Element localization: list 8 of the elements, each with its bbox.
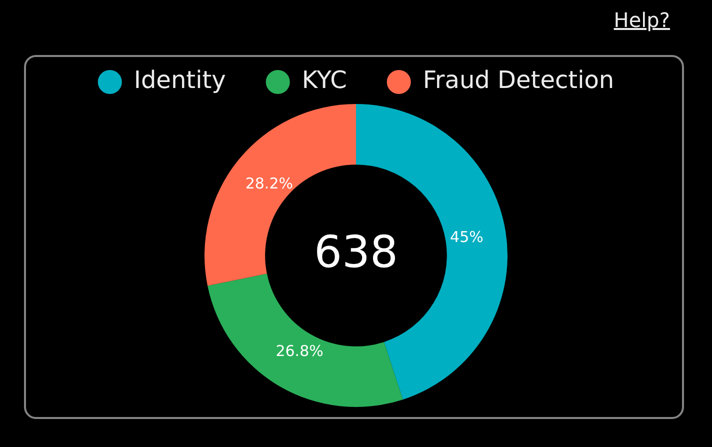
legend-label: Identity: [134, 66, 226, 94]
data-label: 45%: [450, 228, 484, 246]
text: Help?: [614, 8, 670, 32]
data-label: 28.2%: [245, 174, 293, 192]
data-label: 26.8%: [276, 342, 324, 360]
legend-label: KYC: [302, 66, 347, 94]
legend-label: Fraud Detection: [422, 66, 614, 94]
text: 638: [314, 226, 398, 278]
